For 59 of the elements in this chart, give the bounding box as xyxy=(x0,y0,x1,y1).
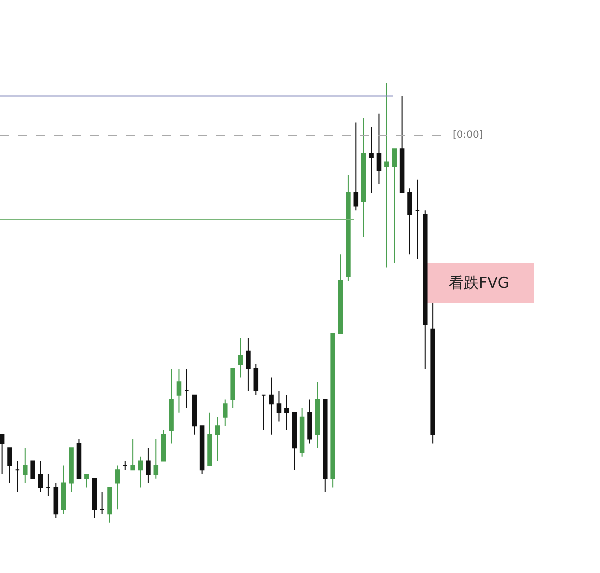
candlestick xyxy=(8,448,12,484)
candlestick xyxy=(338,254,344,334)
candlestick xyxy=(61,465,66,515)
candlestick xyxy=(38,460,44,493)
candlestick xyxy=(415,179,420,260)
candlestick xyxy=(192,394,197,436)
candlestick xyxy=(115,465,120,510)
candlestick xyxy=(276,390,282,422)
candlestick xyxy=(15,460,20,493)
candlestick xyxy=(146,448,151,484)
candlestick xyxy=(292,412,297,471)
candlestick xyxy=(246,338,251,392)
candlestick xyxy=(346,174,351,282)
candlestick xyxy=(46,474,51,497)
candlestick xyxy=(176,368,182,414)
candlestick xyxy=(408,188,412,256)
text: [0:00] xyxy=(453,130,484,141)
candlestick xyxy=(76,438,82,480)
candlestick xyxy=(184,368,190,410)
candlestick xyxy=(100,492,105,515)
candlestick xyxy=(361,118,366,238)
candlestick xyxy=(376,113,382,185)
candlestick xyxy=(284,394,290,432)
candlestick xyxy=(123,460,128,471)
candlestick xyxy=(261,394,266,432)
candlestick xyxy=(200,426,205,475)
candlestick xyxy=(108,487,112,524)
candlestick xyxy=(384,82,390,268)
candlestick xyxy=(208,412,212,466)
candlestick xyxy=(430,302,436,444)
candlestick xyxy=(354,122,359,212)
candlestick xyxy=(92,478,97,519)
candlestick xyxy=(161,430,166,462)
candlestick xyxy=(238,338,244,378)
candlestick xyxy=(23,448,28,484)
candlestick xyxy=(400,96,405,194)
candlestick xyxy=(154,438,159,480)
candlestick xyxy=(84,474,90,488)
candlestick xyxy=(54,482,59,519)
candlestick xyxy=(330,333,336,488)
candlestick xyxy=(269,377,274,436)
candlestick xyxy=(369,126,374,194)
candlestick xyxy=(0,434,5,475)
candlestick xyxy=(308,399,312,444)
candlestick xyxy=(300,408,305,458)
candlestick xyxy=(169,368,174,444)
candlestick xyxy=(315,382,320,449)
candlestick xyxy=(223,399,228,427)
candlestick xyxy=(138,456,144,488)
candlestick xyxy=(323,399,328,493)
candlestick xyxy=(215,416,220,462)
candlestick xyxy=(30,460,36,480)
candlestick xyxy=(69,448,74,493)
candlestick xyxy=(392,148,397,264)
candlestick xyxy=(130,438,136,471)
candlestick xyxy=(230,368,236,410)
band-label: 看跌FVG xyxy=(449,274,510,292)
candlestick xyxy=(254,364,259,396)
candlestick xyxy=(423,210,428,370)
